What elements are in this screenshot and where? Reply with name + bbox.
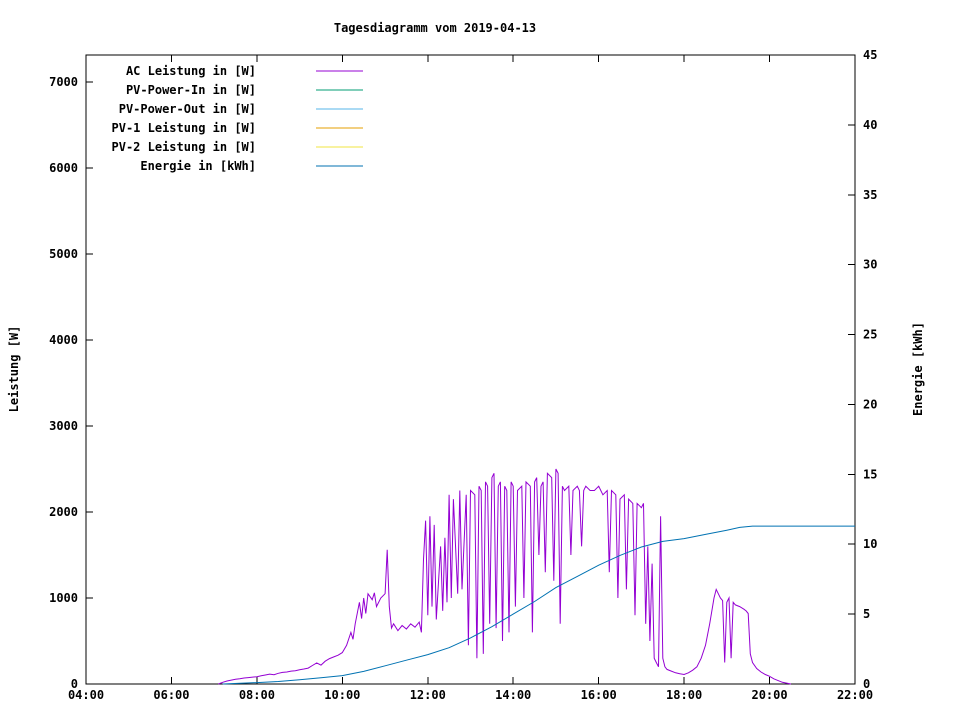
series-line-0 <box>218 468 792 685</box>
x-tick-label: 22:00 <box>837 688 873 702</box>
x-tick-label: 06:00 <box>153 688 189 702</box>
x-tick-label: 10:00 <box>324 688 360 702</box>
x-tick-label: 20:00 <box>751 688 787 702</box>
x-tick-label: 14:00 <box>495 688 531 702</box>
y-right-tick-label: 10 <box>863 537 877 551</box>
legend-label: PV-1 Leistung in [W] <box>112 121 257 135</box>
y-left-tick-label: 4000 <box>49 333 78 347</box>
y-right-tick-label: 30 <box>863 258 877 272</box>
y-right-tick-label: 5 <box>863 607 870 621</box>
y-left-tick-label: 1000 <box>49 591 78 605</box>
x-tick-label: 18:00 <box>666 688 702 702</box>
y-left-tick-label: 0 <box>71 677 78 691</box>
x-tick-label: 12:00 <box>410 688 446 702</box>
legend-label: PV-Power-Out in [W] <box>119 102 256 116</box>
y-right-tick-label: 45 <box>863 48 877 62</box>
x-tick-label: 08:00 <box>239 688 275 702</box>
y-right-tick-label: 35 <box>863 188 877 202</box>
y-left-tick-label: 6000 <box>49 161 78 175</box>
plot-border <box>85 54 856 685</box>
y-right-tick-label: 15 <box>863 467 877 481</box>
legend-label: AC Leistung in [W] <box>126 64 256 78</box>
x-tick-label: 04:00 <box>68 688 104 702</box>
legend-label: PV-Power-In in [W] <box>126 83 256 97</box>
y-right-tick-label: 0 <box>863 677 870 691</box>
x-tick-label: 16:00 <box>581 688 617 702</box>
series-line-5 <box>222 525 855 685</box>
y-right-tick-label: 20 <box>863 397 877 411</box>
y-left-tick-label: 3000 <box>49 419 78 433</box>
y-left-tick-label: 2000 <box>49 505 78 519</box>
y-left-tick-label: 7000 <box>49 75 78 89</box>
legend-label: PV-2 Leistung in [W] <box>112 140 257 154</box>
y-left-tick-label: 5000 <box>49 247 78 261</box>
chart-title: Tagesdiagramm vom 2019-04-13 <box>333 21 537 35</box>
y-right-tick-label: 25 <box>863 328 877 342</box>
legend-label: Energie in [kWh] <box>140 159 256 173</box>
y-right-tick-label: 40 <box>863 118 877 132</box>
